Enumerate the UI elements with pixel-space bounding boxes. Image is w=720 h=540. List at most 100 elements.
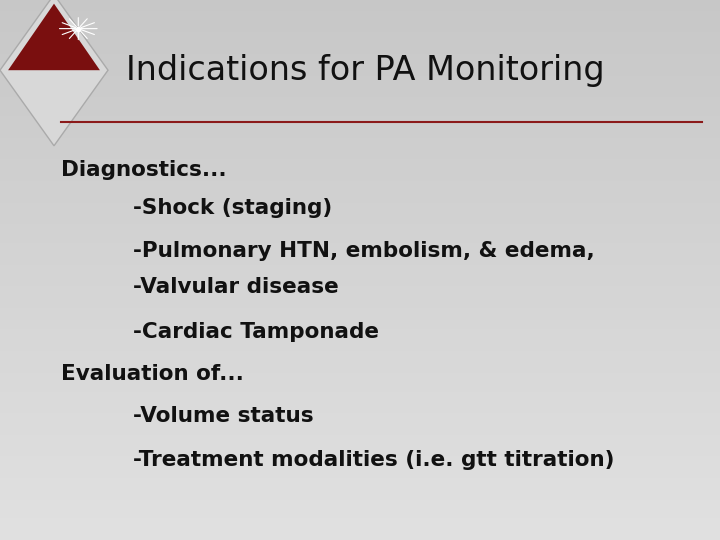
Text: Evaluation of...: Evaluation of... bbox=[61, 363, 244, 384]
Bar bbox=[0, 532, 720, 535]
Bar bbox=[0, 97, 720, 100]
Bar bbox=[0, 537, 720, 540]
Bar bbox=[0, 14, 720, 16]
Bar bbox=[0, 313, 720, 316]
Bar bbox=[0, 456, 720, 459]
Bar bbox=[0, 16, 720, 19]
Bar bbox=[0, 124, 720, 127]
Bar bbox=[0, 451, 720, 454]
Bar bbox=[0, 437, 720, 440]
Bar bbox=[0, 448, 720, 451]
Bar bbox=[0, 43, 720, 46]
Bar bbox=[0, 176, 720, 178]
Bar bbox=[0, 526, 720, 529]
Bar bbox=[0, 11, 720, 14]
Bar bbox=[0, 62, 720, 65]
Bar bbox=[0, 0, 720, 3]
Bar bbox=[0, 513, 720, 516]
Bar bbox=[0, 354, 720, 356]
Bar bbox=[0, 119, 720, 122]
Bar bbox=[0, 392, 720, 394]
Bar bbox=[0, 178, 720, 181]
Bar bbox=[0, 278, 720, 281]
Bar bbox=[0, 375, 720, 378]
Bar bbox=[0, 262, 720, 265]
Bar bbox=[0, 108, 720, 111]
Bar bbox=[0, 483, 720, 486]
Bar bbox=[0, 113, 720, 116]
Bar bbox=[0, 51, 720, 54]
Bar bbox=[0, 427, 720, 429]
Bar bbox=[0, 305, 720, 308]
Bar bbox=[0, 332, 720, 335]
Bar bbox=[0, 105, 720, 108]
Bar bbox=[0, 122, 720, 124]
Bar bbox=[0, 89, 720, 92]
Bar bbox=[0, 259, 720, 262]
Bar bbox=[0, 316, 720, 319]
Bar bbox=[0, 481, 720, 483]
Bar bbox=[0, 486, 720, 489]
Bar bbox=[0, 446, 720, 448]
Bar bbox=[0, 454, 720, 456]
Bar bbox=[0, 405, 720, 408]
Bar bbox=[0, 30, 720, 32]
Bar bbox=[0, 497, 720, 500]
Bar bbox=[0, 84, 720, 86]
Bar bbox=[0, 173, 720, 176]
Text: -Volume status: -Volume status bbox=[133, 406, 314, 426]
Bar bbox=[0, 186, 720, 189]
Bar bbox=[0, 140, 720, 143]
Bar bbox=[0, 324, 720, 327]
Bar bbox=[0, 440, 720, 443]
Bar bbox=[0, 65, 720, 68]
Bar bbox=[0, 116, 720, 119]
Bar bbox=[0, 100, 720, 103]
Bar bbox=[0, 22, 720, 24]
Bar bbox=[0, 208, 720, 211]
Bar bbox=[0, 246, 720, 248]
Bar bbox=[0, 362, 720, 364]
Bar bbox=[0, 373, 720, 375]
Bar bbox=[0, 383, 720, 386]
Bar bbox=[0, 46, 720, 49]
Bar bbox=[0, 197, 720, 200]
Bar bbox=[0, 475, 720, 478]
Bar bbox=[0, 370, 720, 373]
Bar bbox=[0, 478, 720, 481]
Bar bbox=[0, 508, 720, 510]
Bar bbox=[0, 146, 720, 148]
Bar bbox=[0, 340, 720, 343]
Bar bbox=[0, 189, 720, 192]
Text: -Shock (staging): -Shock (staging) bbox=[133, 198, 333, 218]
Bar bbox=[0, 227, 720, 229]
Bar bbox=[0, 289, 720, 292]
Bar bbox=[0, 489, 720, 491]
Bar bbox=[0, 219, 720, 221]
Bar bbox=[0, 243, 720, 246]
Bar bbox=[0, 467, 720, 470]
Bar bbox=[0, 300, 720, 302]
Bar bbox=[0, 162, 720, 165]
Bar bbox=[0, 284, 720, 286]
Bar bbox=[0, 270, 720, 273]
Bar bbox=[0, 459, 720, 462]
Bar bbox=[0, 19, 720, 22]
Bar bbox=[0, 348, 720, 351]
Bar bbox=[0, 429, 720, 432]
Bar bbox=[0, 343, 720, 346]
Bar bbox=[0, 386, 720, 389]
Bar bbox=[0, 76, 720, 78]
Bar bbox=[0, 230, 720, 232]
Bar bbox=[0, 491, 720, 494]
Bar bbox=[0, 157, 720, 159]
Text: -Treatment modalities (i.e. gtt titration): -Treatment modalities (i.e. gtt titratio… bbox=[133, 450, 615, 470]
Bar bbox=[0, 418, 720, 421]
Bar bbox=[0, 389, 720, 392]
Bar bbox=[0, 529, 720, 532]
Bar bbox=[0, 416, 720, 418]
Bar bbox=[0, 346, 720, 348]
Bar bbox=[0, 400, 720, 402]
Bar bbox=[0, 408, 720, 410]
Bar bbox=[0, 321, 720, 324]
